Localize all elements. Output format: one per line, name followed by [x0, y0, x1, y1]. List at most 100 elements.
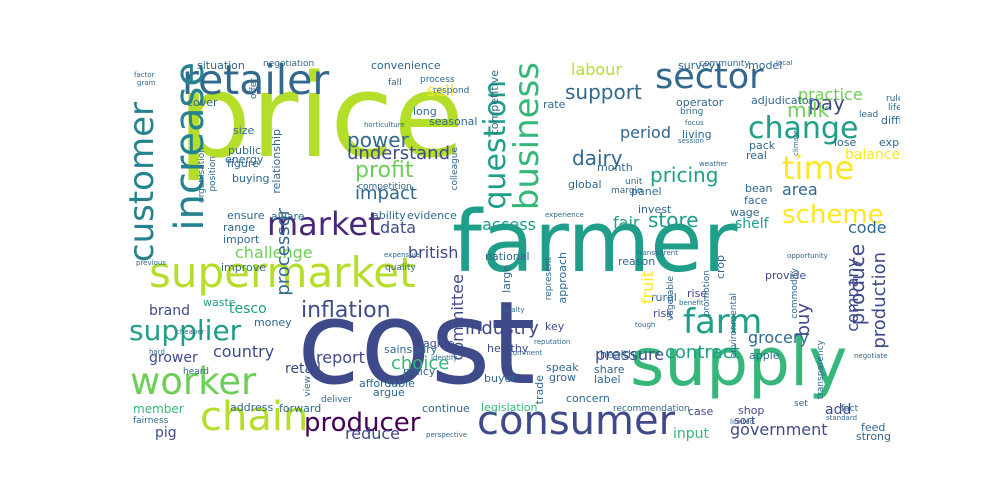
word-production: production: [869, 252, 890, 349]
word-evidence: evidence: [407, 209, 457, 222]
word-access: access: [482, 215, 536, 234]
word-cloud: price cost farmer supply supermarket retailer…: [125, 60, 900, 445]
word-policy: policy: [403, 365, 436, 378]
word-reduce: reduce: [345, 424, 401, 443]
word-crop: crop: [714, 255, 727, 280]
word-feed: feed: [861, 421, 886, 434]
word-wage: wage: [730, 206, 760, 219]
word-tough: tough: [635, 321, 656, 329]
word-limited: limited: [730, 418, 755, 426]
word-committee: committee: [448, 274, 467, 361]
word-lead: lead: [859, 110, 879, 120]
word-british: british: [408, 243, 459, 262]
word-country: country: [213, 342, 275, 361]
word-identify: identify: [431, 354, 458, 362]
word-supplier: supplier: [129, 314, 242, 347]
word-deliver: deliver: [321, 395, 352, 405]
word-argue: argue: [373, 386, 405, 399]
word-case: case: [688, 405, 714, 418]
word-industry: industry: [465, 318, 539, 339]
word-fruit: fruit: [638, 271, 657, 305]
word-adjudicator: adjudicator: [751, 94, 814, 107]
word-impact: impact: [355, 183, 417, 204]
word-data: data: [380, 218, 417, 237]
word-label: label: [594, 373, 621, 386]
word-long: long: [413, 105, 437, 118]
word-farm: farm: [683, 302, 763, 342]
word-figure: figure: [227, 157, 259, 170]
word-focus: focus: [685, 119, 704, 127]
word-community: community: [699, 60, 750, 69]
word-gram: gram: [137, 79, 156, 87]
word-range: range: [223, 221, 255, 234]
word-transparency: transparency: [816, 340, 826, 400]
word-climate: climate: [792, 130, 800, 156]
word-period: period: [620, 123, 671, 142]
word-fact: fact: [841, 404, 859, 414]
word-contract: contract: [665, 342, 740, 363]
word-position: position: [208, 156, 218, 192]
word-add: add: [825, 402, 852, 418]
word-difficult: difficult: [881, 114, 900, 127]
word-speak: speak: [546, 361, 579, 374]
word-sector: sector: [655, 60, 764, 97]
word-sell: sell: [427, 81, 455, 100]
word-relationship: relationship: [270, 129, 283, 194]
word-energy: energy: [225, 153, 264, 166]
word-reason: reason: [618, 255, 656, 268]
word-import: import: [223, 233, 260, 246]
word-offer: offer: [249, 78, 259, 99]
word-seasonal: seasonal: [429, 115, 478, 128]
word-area: area: [782, 180, 818, 199]
word-approach: approach: [556, 252, 569, 304]
word-strong: strong: [856, 430, 892, 443]
word-process: process: [420, 75, 455, 85]
word-continue: continue: [422, 402, 470, 415]
word-key: key: [545, 320, 565, 333]
word-buyer: buyer: [484, 372, 516, 385]
word-competition: competition: [358, 182, 412, 192]
word-grower: grower: [149, 350, 198, 366]
word-legislation: legislation: [481, 401, 538, 414]
word-aware: aware: [271, 210, 305, 223]
word-input: input: [673, 426, 710, 442]
word-fairness: fairness: [133, 416, 169, 426]
word-brand: brand: [149, 303, 190, 319]
word-sainsbury: sainsbury: [384, 343, 438, 356]
word-chain: chain: [200, 394, 309, 440]
word-bring: bring: [680, 107, 704, 117]
word-invest: invest: [638, 203, 672, 216]
word-health: health: [600, 348, 635, 361]
word-vegetable: vegetable: [666, 276, 676, 321]
word-unit: unit: [625, 177, 643, 187]
word-organisation: organisation: [197, 147, 207, 203]
word-view: view: [303, 376, 313, 397]
word-transparent: transparent: [637, 249, 678, 257]
word-trade: trade: [533, 375, 546, 405]
word-competitive: competitive: [488, 70, 501, 136]
word-cheaper: cheaper: [176, 328, 205, 336]
word-practice: practice: [798, 85, 863, 104]
word-rule: rule: [886, 94, 900, 104]
word-shelf: shelf: [735, 216, 769, 232]
word-horticulture: horticulture: [364, 121, 405, 129]
word-balance: balance: [845, 147, 900, 163]
word-money: money: [254, 316, 292, 329]
word-reputation: reputation: [534, 338, 571, 346]
word-local: local: [776, 60, 793, 67]
word-rural: rural: [651, 291, 677, 304]
word-model: model: [748, 60, 783, 72]
word-standard: standard: [826, 414, 858, 422]
word-milk: milk: [787, 98, 830, 122]
word-agree: agree: [423, 337, 455, 350]
word-power: power: [347, 128, 409, 152]
word-buying: buying: [232, 172, 270, 185]
word-market: market: [267, 205, 381, 243]
word-waste: waste: [203, 296, 236, 309]
word-negotiate: negotiate: [854, 352, 888, 360]
word-pricing: pricing: [650, 163, 719, 187]
word-business: business: [507, 62, 547, 211]
word-improve: improve: [221, 261, 267, 274]
word-size: size: [233, 124, 255, 137]
word-pack: pack: [749, 139, 776, 152]
